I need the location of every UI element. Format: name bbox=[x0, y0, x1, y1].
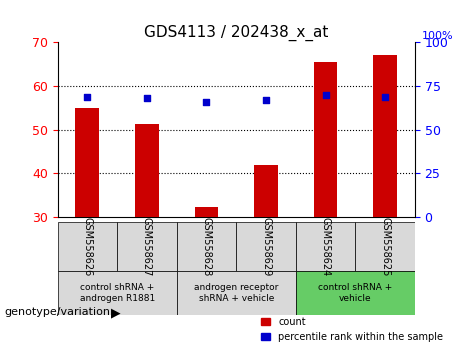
Text: GSM558627: GSM558627 bbox=[142, 217, 152, 276]
Point bbox=[322, 92, 329, 98]
Text: GSM558625: GSM558625 bbox=[380, 217, 390, 276]
Text: GSM558626: GSM558626 bbox=[83, 217, 92, 276]
Text: 100%: 100% bbox=[422, 31, 454, 41]
Title: GDS4113 / 202438_x_at: GDS4113 / 202438_x_at bbox=[144, 25, 328, 41]
FancyBboxPatch shape bbox=[177, 271, 296, 315]
FancyBboxPatch shape bbox=[236, 222, 296, 271]
Text: control shRNA +
vehicle: control shRNA + vehicle bbox=[318, 283, 392, 303]
Text: control shRNA +
androgen R1881: control shRNA + androgen R1881 bbox=[80, 283, 155, 303]
Bar bbox=[254, 165, 278, 217]
FancyBboxPatch shape bbox=[296, 222, 355, 271]
Text: GSM558629: GSM558629 bbox=[261, 217, 271, 276]
FancyBboxPatch shape bbox=[58, 222, 117, 271]
Legend: count, percentile rank within the sample: count, percentile rank within the sample bbox=[257, 313, 447, 346]
Bar bbox=[373, 55, 397, 217]
FancyBboxPatch shape bbox=[177, 222, 236, 271]
Bar bbox=[313, 62, 337, 217]
Text: GSM558624: GSM558624 bbox=[320, 217, 331, 276]
FancyBboxPatch shape bbox=[296, 271, 415, 315]
Point bbox=[262, 97, 270, 103]
FancyBboxPatch shape bbox=[58, 271, 177, 315]
Point bbox=[84, 94, 91, 99]
FancyBboxPatch shape bbox=[355, 222, 415, 271]
Bar bbox=[76, 108, 99, 217]
Point bbox=[381, 94, 389, 99]
Text: GSM558628: GSM558628 bbox=[201, 217, 212, 276]
FancyBboxPatch shape bbox=[117, 222, 177, 271]
Bar bbox=[195, 207, 219, 217]
Text: ▶: ▶ bbox=[111, 307, 120, 320]
Bar bbox=[135, 125, 159, 217]
Text: androgen receptor
shRNA + vehicle: androgen receptor shRNA + vehicle bbox=[194, 283, 278, 303]
Text: genotype/variation: genotype/variation bbox=[5, 307, 111, 316]
Point bbox=[203, 99, 210, 105]
Point bbox=[143, 96, 151, 101]
